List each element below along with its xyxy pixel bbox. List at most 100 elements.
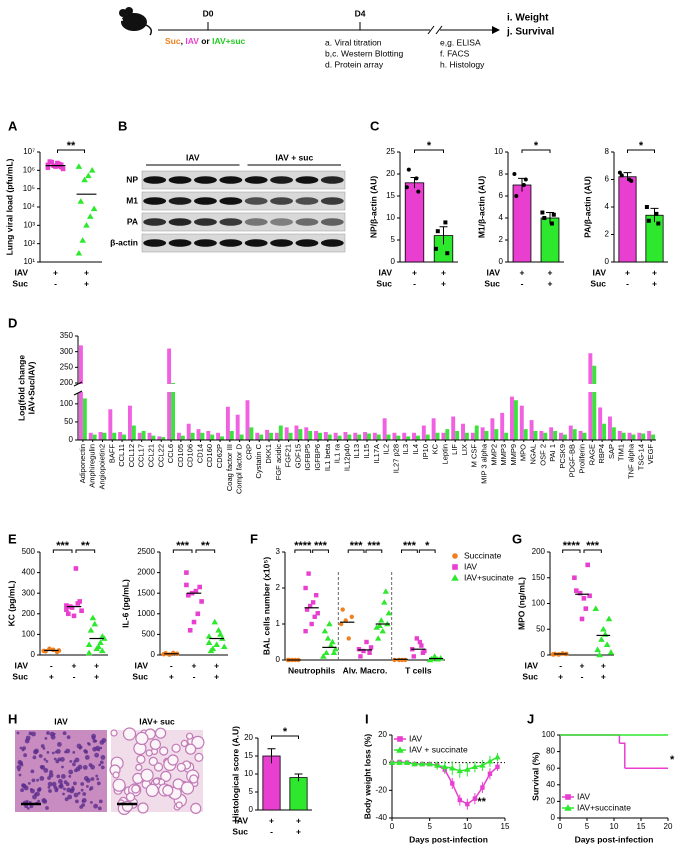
x-tick-label: Compl factor D <box>235 443 244 494</box>
y-tick-label: 60 <box>546 763 555 772</box>
x-tick-label: Coag factor III <box>225 444 234 491</box>
condition-mark: + <box>441 278 446 288</box>
bar <box>289 777 308 811</box>
data-point <box>521 183 526 187</box>
bar <box>631 434 636 440</box>
bar <box>641 433 646 440</box>
condition-mark: - <box>50 660 53 670</box>
x-tick-label: LIX <box>460 444 469 455</box>
data-point <box>310 600 316 605</box>
data-point <box>431 653 438 659</box>
y-tick-label: 300 <box>60 347 74 356</box>
y-tick-label: 1 <box>276 619 281 628</box>
cell-nucleus <box>43 768 49 773</box>
significance: * <box>425 540 430 552</box>
x-axis-label: Days post-infection <box>575 834 654 844</box>
blot-band <box>143 197 167 205</box>
data-point <box>514 194 519 198</box>
y-tick-label: 1500 <box>137 588 155 597</box>
data-point <box>193 588 199 594</box>
bar <box>196 429 201 440</box>
bar <box>288 432 293 440</box>
cell-nucleus <box>45 760 49 763</box>
data-point <box>445 251 450 256</box>
blot-band <box>143 218 167 226</box>
blot-band <box>168 176 192 184</box>
x-tick-label: M CSF <box>470 444 479 468</box>
legend-marker <box>564 804 572 811</box>
bar <box>647 430 652 440</box>
y-tick-label: 8 <box>499 169 504 178</box>
significance-bracket <box>312 549 329 553</box>
bar <box>602 423 607 440</box>
condition-mark: + <box>601 671 606 681</box>
x-tick-label: IL17A <box>372 444 381 464</box>
condition-label: Suc <box>522 671 538 681</box>
survival-step <box>619 742 626 769</box>
cell-nucleus <box>90 777 95 781</box>
data-point <box>414 176 419 181</box>
cell-nucleus <box>88 743 91 746</box>
data-point <box>85 172 92 179</box>
blot-band <box>320 176 344 184</box>
significance: **** <box>563 540 581 552</box>
significance-bracket <box>271 735 299 739</box>
data-point <box>523 177 528 182</box>
y-tick-label: 0 <box>31 650 36 659</box>
bar <box>171 383 175 440</box>
x-tick-label: 10 <box>463 822 472 831</box>
y-tick-label: 2 <box>499 235 504 244</box>
data-point <box>644 205 649 209</box>
cell-nucleus <box>51 751 55 755</box>
data-point <box>309 621 314 627</box>
blot-band <box>143 176 167 184</box>
x-tick-label: MMP3 <box>499 444 508 466</box>
cell-nucleus <box>73 760 77 763</box>
data-point <box>197 584 202 590</box>
condition-mark: - <box>170 660 173 670</box>
y-tick-label: 500 <box>22 547 36 556</box>
bar <box>415 435 420 440</box>
bar <box>455 430 460 440</box>
cell-nucleus <box>30 769 35 774</box>
condition-mark: + <box>169 671 174 681</box>
data-point <box>596 651 603 658</box>
blot-strip <box>141 170 346 190</box>
blot-band <box>320 218 344 226</box>
condition-mark: + <box>269 815 274 825</box>
y-axis-label: NP/β-actin (AU) <box>368 176 378 238</box>
cell-nucleus <box>94 752 99 758</box>
bar <box>318 432 322 440</box>
cell-nucleus <box>72 751 76 754</box>
y-tick-label: 250 <box>60 362 74 371</box>
x-tick-label: MMP9 <box>509 444 518 466</box>
data-point <box>97 639 104 645</box>
data-point <box>434 762 441 768</box>
y-tick-label: 50 <box>536 624 545 633</box>
cell-nucleus <box>89 788 92 791</box>
data-point <box>600 625 607 632</box>
bar <box>533 430 538 440</box>
x-tick-label: 15 <box>501 822 510 831</box>
data-point <box>406 167 411 172</box>
blot-band <box>194 239 217 247</box>
y-tick-label: 3 <box>276 547 281 556</box>
bar <box>147 432 152 440</box>
bar <box>568 425 573 440</box>
x-tick-label: IL12p40 <box>342 444 351 471</box>
significance: *** <box>403 540 417 552</box>
condition-label: IAV <box>524 660 538 670</box>
bar <box>262 755 281 811</box>
alveolus <box>171 743 181 753</box>
blot-band <box>270 218 293 226</box>
condition-mark: + <box>625 267 630 277</box>
panel-letter: I <box>365 711 369 726</box>
condition-mark: + <box>84 267 89 277</box>
x-tick-label: 20 <box>664 822 673 831</box>
bar <box>382 418 387 440</box>
data-point <box>323 649 330 655</box>
data-point <box>89 614 97 621</box>
cell-nucleus <box>64 797 69 802</box>
cell-nucleus <box>31 778 36 783</box>
blot-band <box>168 239 192 247</box>
